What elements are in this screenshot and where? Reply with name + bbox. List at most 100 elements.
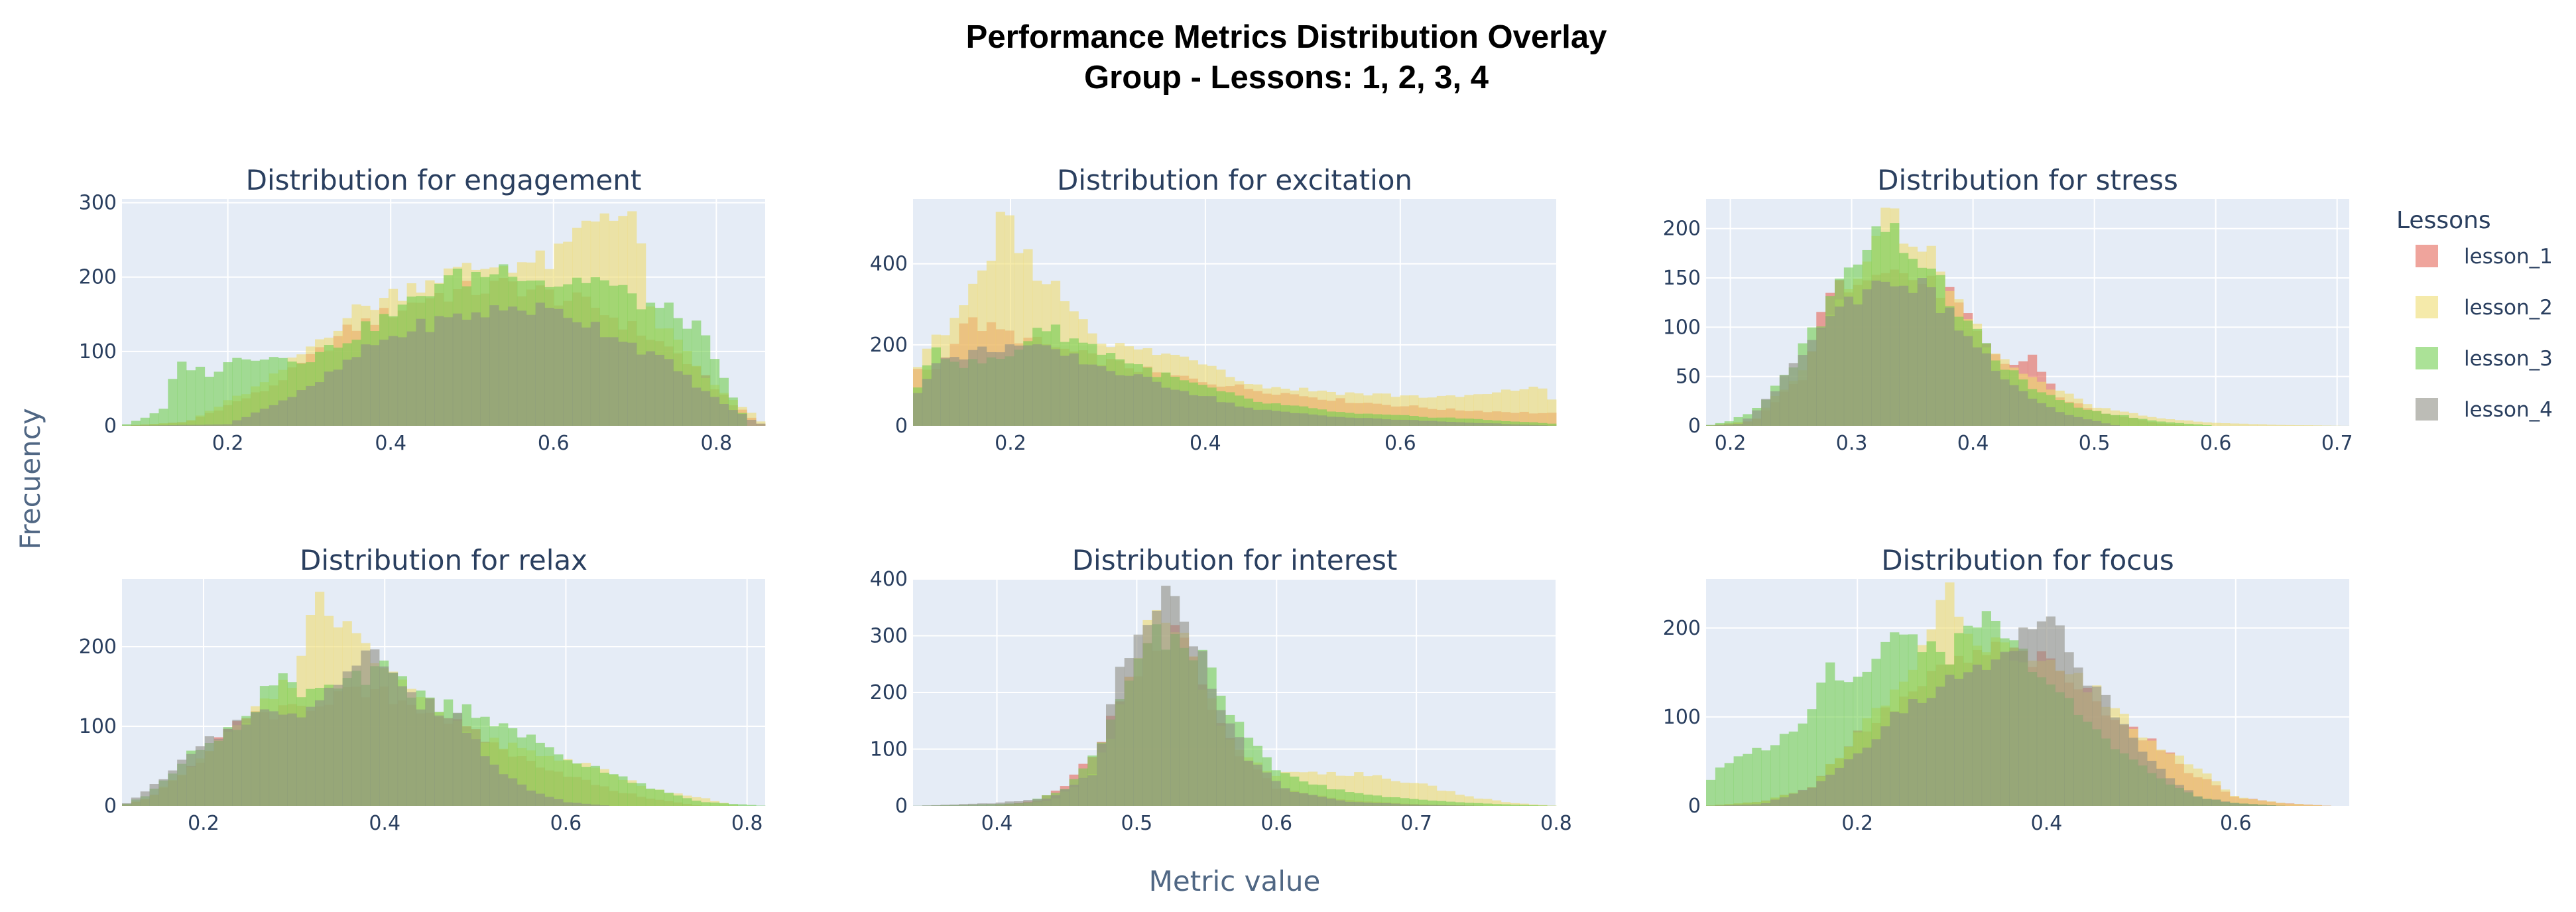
histogram-bar xyxy=(1510,805,1520,806)
x-axis-title: Metric value xyxy=(1149,865,1321,897)
histogram-bar xyxy=(1724,763,1734,806)
legend-item-lesson_2[interactable]: lesson_2 xyxy=(2416,296,2553,320)
histogram-bar xyxy=(2101,413,2111,426)
histogram-bar xyxy=(259,409,270,426)
histogram-bar xyxy=(728,804,738,806)
histogram-bar xyxy=(719,404,729,426)
histogram-bar xyxy=(654,789,664,806)
histogram-bar xyxy=(2183,423,2193,426)
histogram-bar xyxy=(361,650,371,806)
histogram-bar xyxy=(1862,289,1872,426)
histogram-bar xyxy=(324,687,334,806)
histogram-bar xyxy=(1483,420,1493,426)
histogram-bar xyxy=(1935,686,1945,806)
histogram-bar xyxy=(2211,423,2221,426)
x-tick-label: 0.6 xyxy=(538,432,570,455)
histogram-bar xyxy=(2174,785,2184,806)
histogram-bar xyxy=(572,763,582,806)
histogram-bar xyxy=(590,805,600,806)
histogram-bar xyxy=(1761,750,1771,806)
histogram-bar xyxy=(1538,805,1548,806)
histogram-bar xyxy=(1724,421,1734,426)
histogram-bar xyxy=(1963,336,1973,426)
histogram-bar xyxy=(2193,796,2203,806)
histogram-bar xyxy=(654,354,664,426)
series-lesson_4 xyxy=(122,649,609,806)
x-tick-label: 0.4 xyxy=(1190,432,1221,455)
histogram-bar xyxy=(1492,392,1502,426)
histogram-bar xyxy=(158,779,168,806)
histogram-bar xyxy=(1409,804,1419,806)
histogram-bar xyxy=(931,805,941,806)
histogram-bar xyxy=(922,379,932,426)
histogram-bar xyxy=(1418,799,1428,806)
histogram-bar xyxy=(977,803,987,806)
legend: Lessons lesson_1 lesson_2 lesson_3 lesson_4 xyxy=(2396,207,2553,422)
histogram-bar xyxy=(388,336,399,426)
histogram-bar xyxy=(508,306,518,426)
histogram-bar xyxy=(2055,625,2065,806)
histogram-bar xyxy=(2147,761,2157,806)
histogram-bar xyxy=(609,337,619,426)
legend-item-lesson_4[interactable]: lesson_4 xyxy=(2416,398,2553,422)
histogram-bar xyxy=(2009,385,2019,426)
histogram-bar xyxy=(2202,424,2212,426)
legend-item-lesson_3[interactable]: lesson_3 xyxy=(2416,347,2553,371)
series-lesson_4 xyxy=(913,344,1557,426)
histogram-bar xyxy=(1492,420,1502,426)
histogram-bar xyxy=(618,776,628,806)
histogram-bar xyxy=(1032,344,1042,426)
histogram-bar xyxy=(434,715,444,806)
legend-label: lesson_2 xyxy=(2464,296,2553,320)
histogram-bar xyxy=(1510,803,1520,806)
histogram-bar xyxy=(673,795,683,806)
histogram-bar xyxy=(1492,800,1502,806)
histogram-bar xyxy=(2174,420,2184,426)
histogram-bar xyxy=(968,350,978,426)
histogram-bar xyxy=(554,799,564,806)
y-tick-label: 200 xyxy=(870,334,908,357)
histogram-bar xyxy=(1023,345,1033,426)
histogram-bar xyxy=(1170,596,1180,806)
histogram-bar xyxy=(1538,425,1548,426)
histogram-bar xyxy=(1510,424,1520,426)
histogram-bar xyxy=(223,424,233,426)
histogram-bar xyxy=(269,711,278,806)
histogram-bar xyxy=(2128,417,2138,426)
histogram-bar xyxy=(1207,396,1217,426)
histogram-bar xyxy=(287,397,297,426)
histogram-bar xyxy=(204,736,214,806)
histogram-bar xyxy=(1825,662,1835,806)
legend-item-lesson_1[interactable]: lesson_1 xyxy=(2416,245,2553,269)
histogram-bar xyxy=(1547,399,1557,426)
histogram-bar xyxy=(1706,779,1716,806)
histogram-bar xyxy=(1788,363,1798,426)
histogram-bar xyxy=(2092,421,2102,426)
histogram-bar xyxy=(526,314,536,426)
histogram-bar xyxy=(1528,386,1538,426)
histogram-bar xyxy=(1050,795,1061,806)
histogram-bar xyxy=(1326,417,1336,426)
histogram-bar xyxy=(1483,803,1493,806)
histogram-bar xyxy=(2183,420,2193,426)
histogram-bar xyxy=(1124,658,1134,806)
histogram-bar xyxy=(959,804,969,806)
histogram-bar xyxy=(1428,805,1438,806)
histogram-bar xyxy=(2138,419,2148,426)
histogram-bar xyxy=(1455,805,1465,806)
histogram-bar xyxy=(388,673,399,806)
subplot-2: 0 200 400 0.2 0.4 0.6 Distribution for excitat… xyxy=(870,164,1557,455)
histogram-bar xyxy=(1981,669,1991,806)
histogram-bar xyxy=(1363,418,1373,426)
histogram-bar xyxy=(333,369,343,426)
histogram-bar xyxy=(535,742,545,806)
x-tick-label: 0.6 xyxy=(1260,812,1292,835)
histogram-bar xyxy=(645,788,656,806)
histogram-bar xyxy=(1400,804,1410,806)
histogram-bar xyxy=(214,424,223,426)
histogram-bar xyxy=(1445,805,1455,806)
histogram-bar xyxy=(1060,356,1070,426)
histogram-bar xyxy=(2000,651,2010,806)
histogram-bar xyxy=(2128,738,2138,806)
histogram-bar xyxy=(315,382,325,426)
